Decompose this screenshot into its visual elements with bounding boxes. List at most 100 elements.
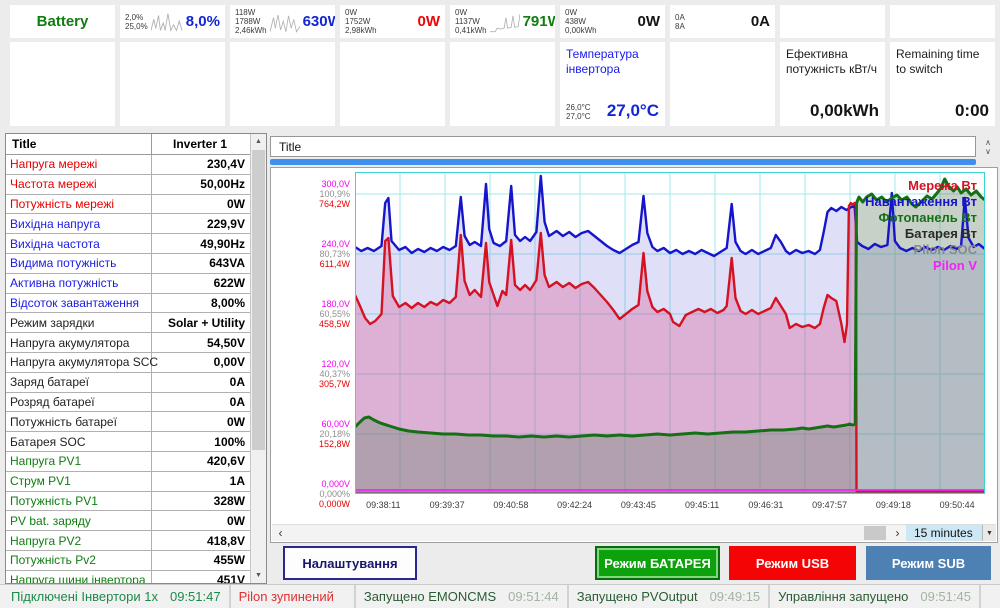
tile-effective-power: Ефективна потужність кВт/ч 0,00kWh [780,42,885,126]
scroll-left-button[interactable]: ‹ [278,526,283,540]
table-row: Напруга акумулятора 54,50V [6,333,250,353]
chart-spinner[interactable]: ∧ ∨ [980,136,996,157]
tile-inverter-temperature: Температура інвертора 26,0°C 27,0°C 27,0°… [560,42,665,126]
table-row: Потужність PV1 328W [6,491,250,512]
tile-minmax: 2,0% 25,0% [125,12,148,31]
tile-value: 0W [417,13,441,30]
y-axis-labels: 300,0V 100,9% 764,2W 240,0V 80,73% 611,4W 18… [271,172,353,509]
table-row-label: Режим зарядки [6,313,152,333]
table-row: Видима потужність 643VA [6,253,250,274]
table-row: Активна потужність 622W [6,273,250,294]
table-row-label: Напруга мережі [6,155,152,174]
tile-battery-power: 0W 438W 0,00kWh 0W [560,5,665,38]
tile-title: Remaining time to switch [896,47,980,76]
scroll-down-icon[interactable]: ▼ [255,572,262,579]
table-row-label: Розряд батареї [6,392,152,412]
table-row-value: 229,9V [206,216,245,231]
scroll-right-button[interactable]: › [895,526,900,540]
status-item: Управління запущено 09:51:45 [770,585,981,608]
interval-dropdown[interactable]: 15 minutes ▼ [906,525,996,541]
tile-value: 630W [302,13,335,30]
mode-sub-button[interactable]: Режим SUB [866,546,991,580]
table-row-value: 49,90Hz [200,236,245,251]
progress-bar [270,159,976,165]
tile-value: 27,0°C [606,101,659,120]
table-row-value: 0W [227,513,245,528]
inverter-table: Title Inverter 1 Напруга мережі 230,4V Ч… [5,133,267,584]
table-row-label: Вихідна частота [6,234,152,253]
tile-value: 0:00 [954,101,989,120]
legend-item: Фотопанель Вт [878,210,977,225]
dropdown-arrow-icon[interactable]: ▼ [982,525,996,541]
status-item: Запущено PVOutput 09:49:15 [569,585,771,608]
status-item: Підключені Інвертори 1x 09:51:47 [3,585,231,608]
table-row-value: 622W [213,276,245,291]
tile-minmax: 0W 438W 0,00kWh [565,8,597,35]
x-axis-tick: 09:38:11 [366,500,401,510]
table-row: Вихідна напруга 229,9V [6,214,250,235]
chevron-up-icon[interactable]: ∧ [985,137,991,147]
table-row-label: Потужність Pv2 [6,550,152,570]
table-row-value: 1A [229,474,245,489]
x-axis-labels: 09:38:11 09:39:37 09:40:58 09:42:24 09:43:45… [355,500,985,514]
table-header: Title Inverter 1 [6,134,266,155]
x-axis-tick: 09:39:37 [429,500,465,510]
table-row-value: 420,6V [206,454,245,469]
scrollbar-thumb[interactable] [252,150,265,450]
sparkline-chart [150,12,183,32]
tile-value: 791W [522,13,555,30]
table-row-value: 50,00Hz [200,177,245,192]
mode-usb-button[interactable]: Режим USB [729,546,856,580]
table-row-label: Видима потужність [6,253,152,273]
status-time: 09:51:45 [920,589,971,604]
table-row: Напруга PV1 420,6V [6,451,250,472]
tile-minmax: 118W 1788W 2,46kWh [235,8,267,35]
table-row-label: Напруга PV1 [6,451,152,471]
y-axis-tick: 240,0V 80,73% 611,4W [319,239,350,269]
tile-empty [450,42,555,126]
status-text: Управління запущено [778,589,909,604]
table-scrollbar[interactable]: ▲ ▼ [250,134,266,583]
status-time: 09:49:15 [709,589,761,604]
scrollbar-thumb[interactable] [864,526,886,540]
dashboard-tiles: Battery 2,0% 25,0% 8,0% 118W 1788W 2,46kWh … [10,5,995,126]
settings-button[interactable]: Налаштування [283,546,417,580]
scrollbar-track[interactable] [289,525,889,541]
chart-legend: Мережа Вт Навантаження Вт Фотопанель Вт Бат… [355,178,977,274]
table-row: Відсоток завантаження 8,00% [6,293,250,314]
interval-value: 15 minutes [914,526,973,540]
table-body: Напруга мережі 230,4V Частота мережі 50,… [6,155,250,583]
x-axis-tick: 09:42:24 [557,500,593,510]
chart-title[interactable]: Title [270,136,976,157]
legend-item: Навантаження Вт [865,194,977,209]
chevron-down-icon[interactable]: ∨ [985,146,991,156]
y-axis-tick: 60,00V 20,18% 152,8W [318,419,350,449]
table-row: Потужність батареї 0W [6,412,250,433]
table-header-inverter: Inverter 1 [172,137,228,151]
scroll-up-icon[interactable]: ▲ [255,138,262,145]
x-axis-tick: 09:49:18 [875,500,911,510]
status-time: 09:51:47 [169,589,221,604]
x-axis-tick: 09:45:11 [684,500,720,510]
table-row-value: 54,50V [206,335,245,350]
status-text: Pilon зупинений [238,589,334,604]
chart-scrollbar: ‹ › 15 minutes ▼ [272,524,996,541]
tile-title: Температура інвертора [566,47,639,76]
status-item: Запущено EMONCMS 09:51:44 [356,585,569,608]
tile-value: 0A [750,13,770,30]
status-item: Pilon зупинений [231,585,356,608]
table-row: Розряд батареї 0A [6,392,250,413]
status-text: Запущено PVOutput [576,589,698,604]
plot-area: 300,0V 100,9% 764,2W 240,0V 80,73% 611,4W 18… [270,167,998,543]
table-row: PV bat. заряду 0W [6,511,250,532]
table-row-label: PV bat. заряду [6,511,152,531]
legend-item: Pilon SOC [913,242,977,257]
tile-value: 0,00kWh [810,101,879,120]
tile-title: Ефективна потужність кВт/ч [786,47,878,76]
tile-minmax: 0W 1752W 2,98kWh [345,8,377,35]
tile-empty [10,42,115,126]
tile-minmax: 0A 8A [675,12,685,31]
mode-battery-button[interactable]: Режим БАТАРЕЯ [595,546,720,580]
table-row-value: 8,00% [210,295,245,310]
table-row-value: 230,4V [206,157,245,172]
